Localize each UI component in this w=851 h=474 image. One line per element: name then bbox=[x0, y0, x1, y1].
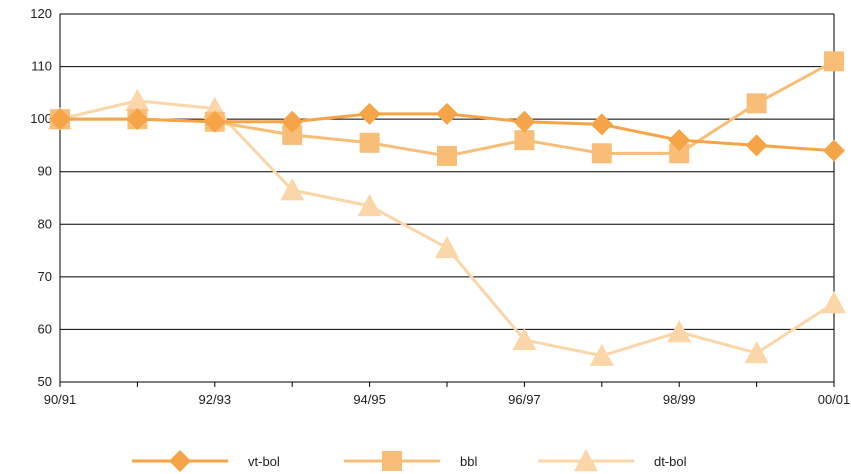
legend: vt-bol bbl dt-bol bbox=[132, 449, 687, 472]
y-tick-label-100: 100 bbox=[30, 111, 52, 126]
x-tick-label-96-97: 96/97 bbox=[508, 392, 541, 407]
y-axis: 50 60 70 80 90 100 110 120 bbox=[30, 6, 835, 389]
point-vt-bol-2 bbox=[203, 110, 226, 133]
point-dt-bol-3 bbox=[280, 178, 305, 201]
series-layer bbox=[48, 51, 846, 366]
point-bbl-3 bbox=[282, 124, 303, 145]
series-vt-bol bbox=[49, 102, 845, 162]
point-vt-bol-4 bbox=[358, 102, 381, 125]
legend-marker-vt-bol bbox=[169, 450, 191, 472]
point-vt-bol-6 bbox=[513, 110, 536, 133]
point-bbl-9 bbox=[746, 93, 767, 114]
legend-label-vt-bol: vt-bol bbox=[248, 454, 280, 469]
point-vt-bol-7 bbox=[590, 113, 613, 136]
point-vt-bol-10 bbox=[823, 139, 845, 162]
legend-label-bbl: bbl bbox=[460, 454, 477, 469]
y-tick-label-70: 70 bbox=[38, 269, 52, 284]
point-bbl-5 bbox=[437, 145, 457, 166]
x-tick-label-00-01: 00/01 bbox=[818, 392, 851, 407]
point-vt-bol-1 bbox=[126, 108, 149, 131]
legend-label-dt-bol: dt-bol bbox=[654, 454, 687, 469]
point-vt-bol-8 bbox=[668, 129, 691, 152]
x-tick-label-98-99: 98/99 bbox=[663, 392, 696, 407]
legend-marker-bbl bbox=[382, 451, 402, 471]
legend-item-vt-bol: vt-bol bbox=[132, 450, 280, 472]
legend-item-bbl: bbl bbox=[344, 451, 477, 471]
point-vt-bol-3 bbox=[281, 110, 304, 133]
y-tick-label-80: 80 bbox=[38, 216, 52, 231]
series-line-dt-bol bbox=[59, 99, 835, 358]
x-axis: 90/91 92/93 94/95 96/97 98/99 00/01 bbox=[44, 381, 851, 407]
x-tick-label-94-95: 94/95 bbox=[353, 392, 386, 407]
point-bbl-7 bbox=[591, 143, 612, 164]
y-tick-label-90: 90 bbox=[38, 164, 52, 179]
legend-item-dt-bol: dt-bol bbox=[538, 449, 687, 472]
y-tick-label-50: 50 bbox=[38, 374, 52, 389]
point-dt-bol-9 bbox=[744, 341, 769, 364]
point-bbl-4 bbox=[359, 132, 380, 153]
point-vt-bol-0 bbox=[49, 108, 71, 131]
point-dt-bol-5 bbox=[435, 235, 459, 259]
y-tick-label-120: 120 bbox=[30, 6, 52, 21]
y-tick-label-60: 60 bbox=[38, 321, 52, 336]
x-tick-label-92-93: 92/93 bbox=[199, 392, 232, 407]
point-dt-bol-10 bbox=[822, 291, 846, 314]
y-tick-label-110: 110 bbox=[31, 59, 52, 74]
point-dt-bol-7 bbox=[589, 343, 614, 366]
point-vt-bol-9 bbox=[745, 134, 768, 157]
x-tick-label-90-91: 90/91 bbox=[44, 392, 77, 407]
point-bbl-8 bbox=[669, 143, 690, 164]
point-dt-bol-4 bbox=[357, 193, 382, 217]
point-dt-bol-6 bbox=[512, 327, 537, 351]
point-dt-bol-8 bbox=[667, 320, 692, 343]
point-dt-bol-1 bbox=[125, 88, 150, 111]
point-vt-bol-5 bbox=[436, 102, 458, 125]
legend-marker-dt-bol bbox=[574, 449, 598, 472]
gridlines bbox=[60, 13, 834, 383]
series-dt-bol bbox=[48, 88, 846, 366]
point-bbl-10 bbox=[824, 51, 844, 72]
point-bbl-6 bbox=[514, 130, 535, 151]
